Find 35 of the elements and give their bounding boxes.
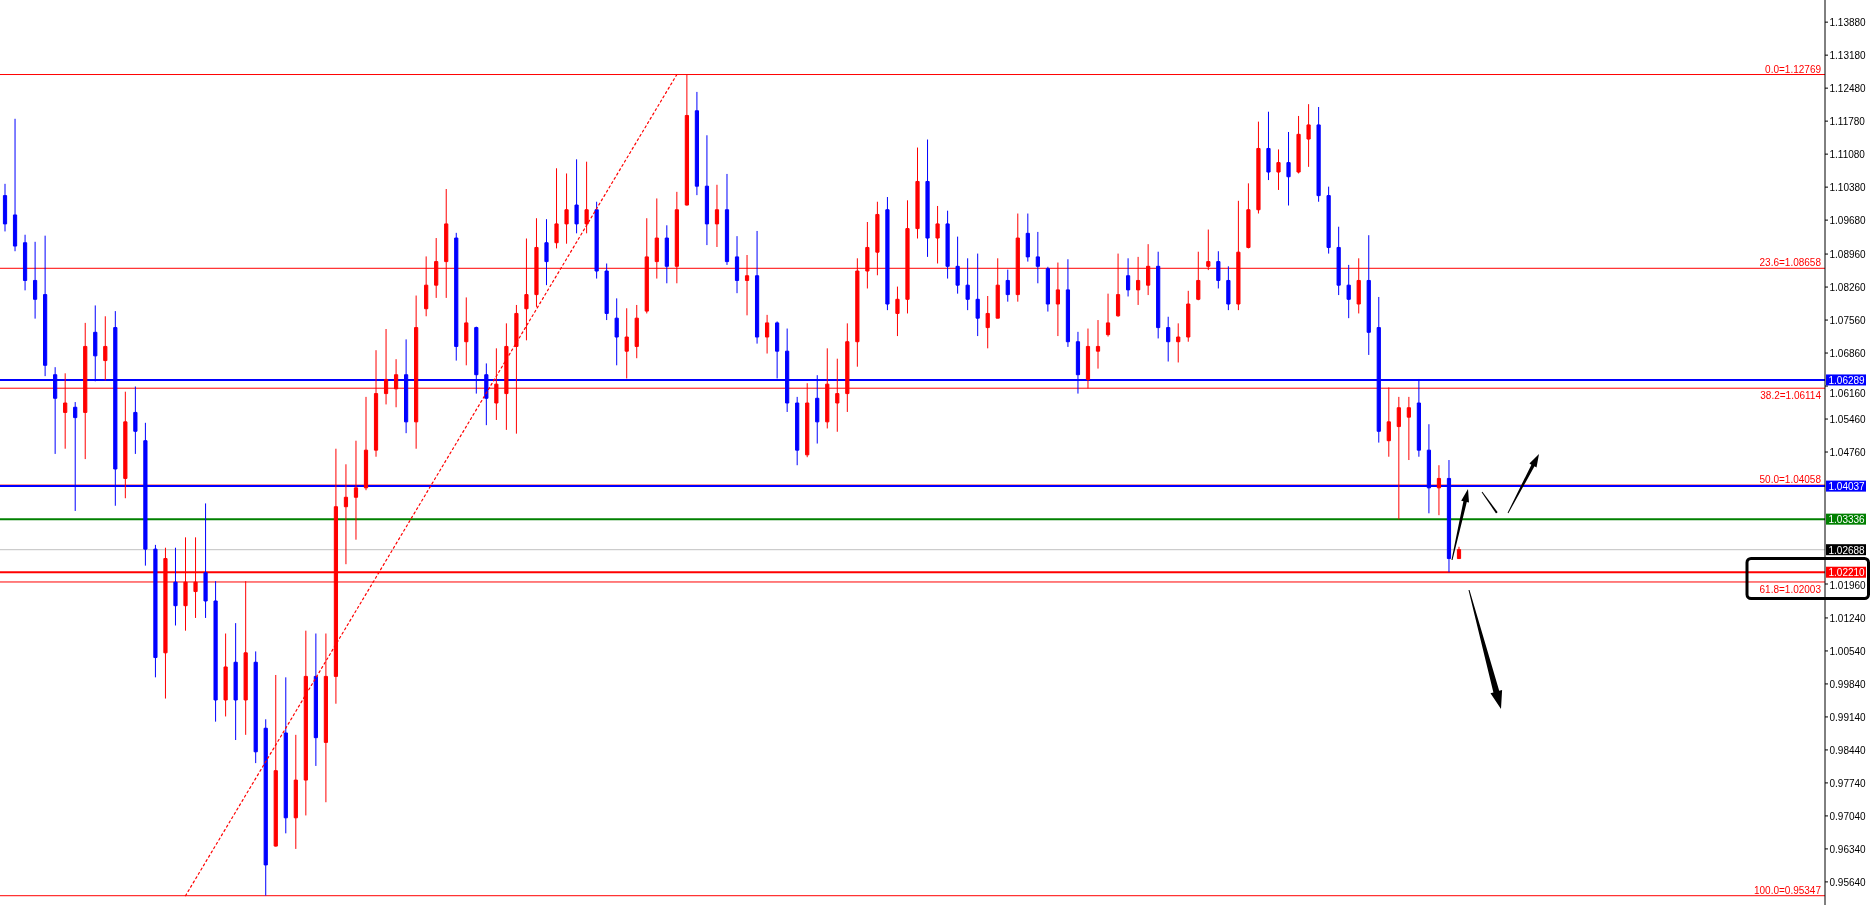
ref-line-label: 1.02210: [1828, 566, 1866, 578]
y-tick-label: 0.97040: [1829, 810, 1867, 822]
y-tick-label: 1.05460: [1829, 413, 1867, 425]
y-tick-label: 0.95640: [1829, 876, 1867, 888]
ref-line-label: 1.03336: [1828, 513, 1866, 525]
y-tick-label: 0.97740: [1829, 777, 1867, 789]
y-tick-label: 1.07560: [1829, 314, 1867, 326]
y-tick-label: 1.11080: [1829, 148, 1866, 160]
ref-line-label: 1.04037: [1828, 480, 1866, 492]
y-tick-label: 0.96340: [1829, 843, 1867, 855]
annotation: 100.0=0.95347: [1753, 884, 1822, 896]
y-tick-label: 1.09680: [1829, 214, 1867, 226]
y-tick-label: 1.00540: [1829, 645, 1867, 657]
y-tick-label: 1.01240: [1829, 612, 1867, 624]
y-tick-label: 1.13180: [1829, 49, 1867, 61]
y-tick-label: 1.04760: [1829, 446, 1867, 458]
annotation: 50.0=1.04058: [1759, 474, 1822, 486]
y-tick-label: 1.08960: [1829, 248, 1867, 260]
y-tick-label: 1.10380: [1829, 181, 1867, 193]
y-tick-label: 1.11780: [1829, 115, 1866, 127]
y-tick-label: 1.06860: [1829, 347, 1867, 359]
y-tick-label: 1.08260: [1829, 281, 1867, 293]
ref-line-label: 1.06289: [1828, 374, 1866, 386]
y-tick-label: 1.01960: [1829, 579, 1867, 591]
ref-line-label: 1.02688: [1828, 544, 1866, 556]
annotation: 38.2=1.06114: [1760, 390, 1822, 402]
y-tick-label: 1.13880: [1829, 16, 1867, 28]
y-tick-label: 0.99840: [1829, 678, 1867, 690]
y-tick-label: 0.99140: [1829, 711, 1867, 723]
annotation: 61.8=1.02003: [1759, 583, 1822, 595]
annotation: 23.6=1.08658: [1759, 257, 1822, 269]
y-tick-label: 1.12480: [1829, 82, 1867, 94]
annotation: 0.0=1.12769: [1765, 63, 1822, 75]
y-tick-label: 1.06160: [1829, 387, 1867, 399]
y-tick-label: 0.98440: [1829, 744, 1867, 756]
